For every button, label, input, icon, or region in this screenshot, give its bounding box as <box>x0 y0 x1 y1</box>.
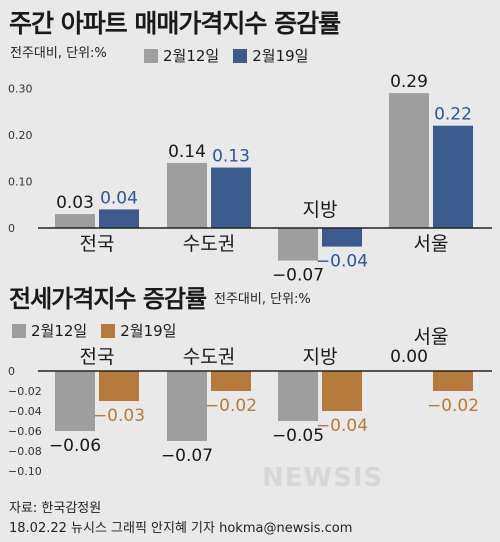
bar <box>99 209 139 228</box>
source-text: 자료: 한국감정원 <box>9 501 102 516</box>
legend-item-series1: 2월12일 <box>144 45 219 66</box>
category-label: 서울 <box>414 233 449 255</box>
y-tick-label: −0.08 <box>8 445 42 458</box>
y-tick-label: 0 <box>8 365 15 378</box>
legend-swatch <box>12 323 26 338</box>
bar <box>433 125 473 228</box>
data-label: 0.22 <box>434 105 472 125</box>
data-label: 0.29 <box>390 72 428 92</box>
bar <box>389 93 429 229</box>
y-tick-label: −0.06 <box>8 425 42 438</box>
bar <box>322 371 362 411</box>
data-label: 0.03 <box>56 193 94 213</box>
legend-label: 2월19일 <box>252 47 309 65</box>
chart1-title: 주간 아파트 매매가격지수 증감률 <box>9 9 341 38</box>
legend-label: 2월12일 <box>31 322 88 340</box>
legend-item-series2: 2월19일 <box>233 45 308 66</box>
bar <box>211 167 251 228</box>
data-label: −0.02 <box>427 396 479 416</box>
category-label: 전국 <box>80 233 115 255</box>
data-label: −0.04 <box>316 252 368 272</box>
legend-swatch <box>144 48 158 63</box>
y-tick-label: 0.10 <box>8 176 33 189</box>
data-label: −0.07 <box>272 266 324 286</box>
data-label: −0.05 <box>272 426 324 446</box>
legend-swatch <box>233 48 248 63</box>
bar <box>99 371 139 401</box>
bar <box>278 228 318 261</box>
legend-label: 2월19일 <box>120 322 177 340</box>
y-tick-label: −0.02 <box>8 385 42 398</box>
category-label: 지방 <box>303 199 338 221</box>
bar <box>167 162 207 228</box>
legend-swatch <box>101 323 116 338</box>
legend-item-series2: 2월19일 <box>101 320 176 341</box>
chart2-title: 전세가격지수 증감률 <box>9 285 207 313</box>
bar <box>278 371 318 421</box>
category-label: 수도권 <box>183 346 235 368</box>
chart2-unit-label: 전주대비, 단위:% <box>214 292 311 307</box>
category-label: 전국 <box>80 346 115 368</box>
bar <box>322 228 362 247</box>
data-label: −0.06 <box>49 436 101 456</box>
legend-item-series1: 2월12일 <box>12 320 87 341</box>
credit-text: 18.02.22 뉴시스 그래픽 안지혜 기자 hokma@newsis.com <box>9 521 353 536</box>
chart1-unit-label: 전주대비, 단위:% <box>10 46 107 61</box>
bar <box>211 371 251 391</box>
y-tick-label: 0.30 <box>8 83 33 96</box>
y-tick-label: 0.20 <box>8 129 33 142</box>
bar <box>433 371 473 391</box>
watermark: NEWSIS <box>262 463 384 493</box>
data-label: −0.07 <box>161 446 213 466</box>
chart2-legend: 2월12일 2월19일 <box>12 320 190 341</box>
legend-label: 2월12일 <box>163 47 220 65</box>
category-label: 지방 <box>303 346 338 368</box>
bar <box>55 371 95 431</box>
y-tick-label: 0 <box>8 222 15 235</box>
y-tick-label: −0.10 <box>8 465 42 478</box>
data-label: 0.13 <box>212 147 250 167</box>
data-label: −0.04 <box>316 416 368 436</box>
data-label: −0.03 <box>93 406 145 426</box>
category-label: 수도권 <box>183 233 235 255</box>
data-label: −0.02 <box>205 396 257 416</box>
y-tick-label: −0.04 <box>8 405 42 418</box>
data-label: 0.00 <box>390 347 428 367</box>
data-label: 0.14 <box>168 142 206 162</box>
bar <box>167 371 207 441</box>
chart1-legend: 2월12일 2월19일 <box>144 45 322 66</box>
bar <box>55 214 95 228</box>
category-label: 서울 <box>414 326 449 348</box>
data-label: 0.04 <box>100 188 138 208</box>
